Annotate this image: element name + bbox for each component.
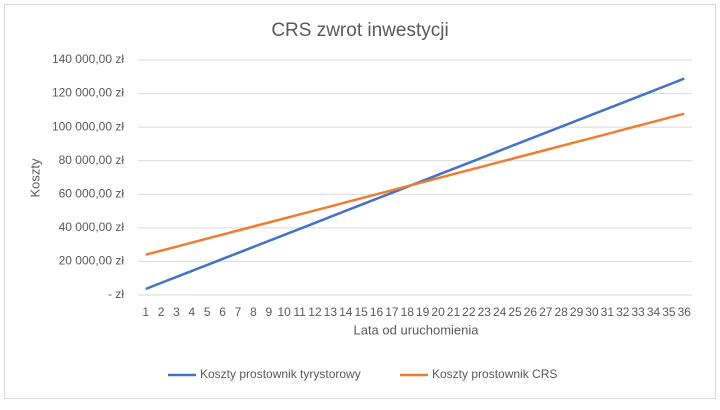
- x-tick-label: 6: [219, 305, 226, 319]
- x-tick-label: 19: [416, 305, 430, 319]
- y-tick-label: 100 000,00 zł: [52, 119, 124, 133]
- x-tick-label: 30: [585, 305, 599, 319]
- legend-label: Koszty prostownik tyrystorowy: [200, 367, 361, 381]
- x-tick-label: 35: [662, 305, 676, 319]
- x-tick-label: 12: [308, 305, 322, 319]
- x-tick-label: 16: [370, 305, 384, 319]
- x-tick-label: 10: [278, 305, 292, 319]
- x-tick-label: 18: [401, 305, 415, 319]
- x-tick-label: 7: [235, 305, 242, 319]
- y-tick-label: 140 000,00 zł: [52, 52, 124, 66]
- x-axis-label: Lata od uruchomienia: [353, 322, 479, 337]
- x-tick-label: 11: [293, 305, 306, 319]
- x-tick-label: 32: [616, 305, 630, 319]
- x-tick-label: 22: [462, 305, 476, 319]
- x-tick-label: 9: [265, 305, 272, 319]
- x-tick-label: 29: [570, 305, 584, 319]
- x-tick-label: 25: [508, 305, 522, 319]
- y-tick-label: 20 000,00 zł: [59, 254, 125, 268]
- y-tick-label: 120 000,00 zł: [52, 86, 124, 100]
- y-tick-label: - zł: [108, 287, 124, 301]
- x-tick-label: 14: [339, 305, 353, 319]
- x-tick-label: 3: [173, 305, 180, 319]
- x-tick-label: 20: [431, 305, 445, 319]
- x-tick-label: 24: [493, 305, 507, 319]
- x-tick-label: 13: [324, 305, 338, 319]
- y-axis-label: Koszty: [27, 158, 42, 198]
- x-tick-label: 34: [647, 305, 661, 319]
- chart-title: CRS zwrot inwestycji: [271, 20, 448, 41]
- x-tick-label: 23: [478, 305, 492, 319]
- y-tick-label: 80 000,00 zł: [59, 153, 125, 167]
- x-tick-label: 28: [555, 305, 569, 319]
- series-line: [145, 112, 685, 256]
- x-tick-label: 5: [204, 305, 211, 319]
- x-tick-label: 26: [524, 305, 538, 319]
- x-tick-label: 2: [158, 305, 165, 319]
- y-tick-label: 40 000,00 zł: [59, 220, 125, 234]
- x-tick-label: 17: [385, 305, 399, 319]
- chart-border: [4, 4, 716, 399]
- x-tick-label: 1: [142, 305, 149, 319]
- x-tick-label: 27: [539, 305, 553, 319]
- x-tick-label: 4: [189, 305, 196, 319]
- x-tick-label: 8: [250, 305, 257, 319]
- legend-label: Koszty prostownik CRS: [432, 367, 557, 381]
- x-tick-label: 31: [601, 305, 615, 319]
- x-tick-label: 21: [447, 305, 461, 319]
- x-tick-label: 15: [354, 305, 368, 319]
- x-tick-label: 36: [678, 305, 692, 319]
- y-tick-label: 60 000,00 zł: [59, 186, 125, 200]
- x-tick-label: 33: [631, 305, 645, 319]
